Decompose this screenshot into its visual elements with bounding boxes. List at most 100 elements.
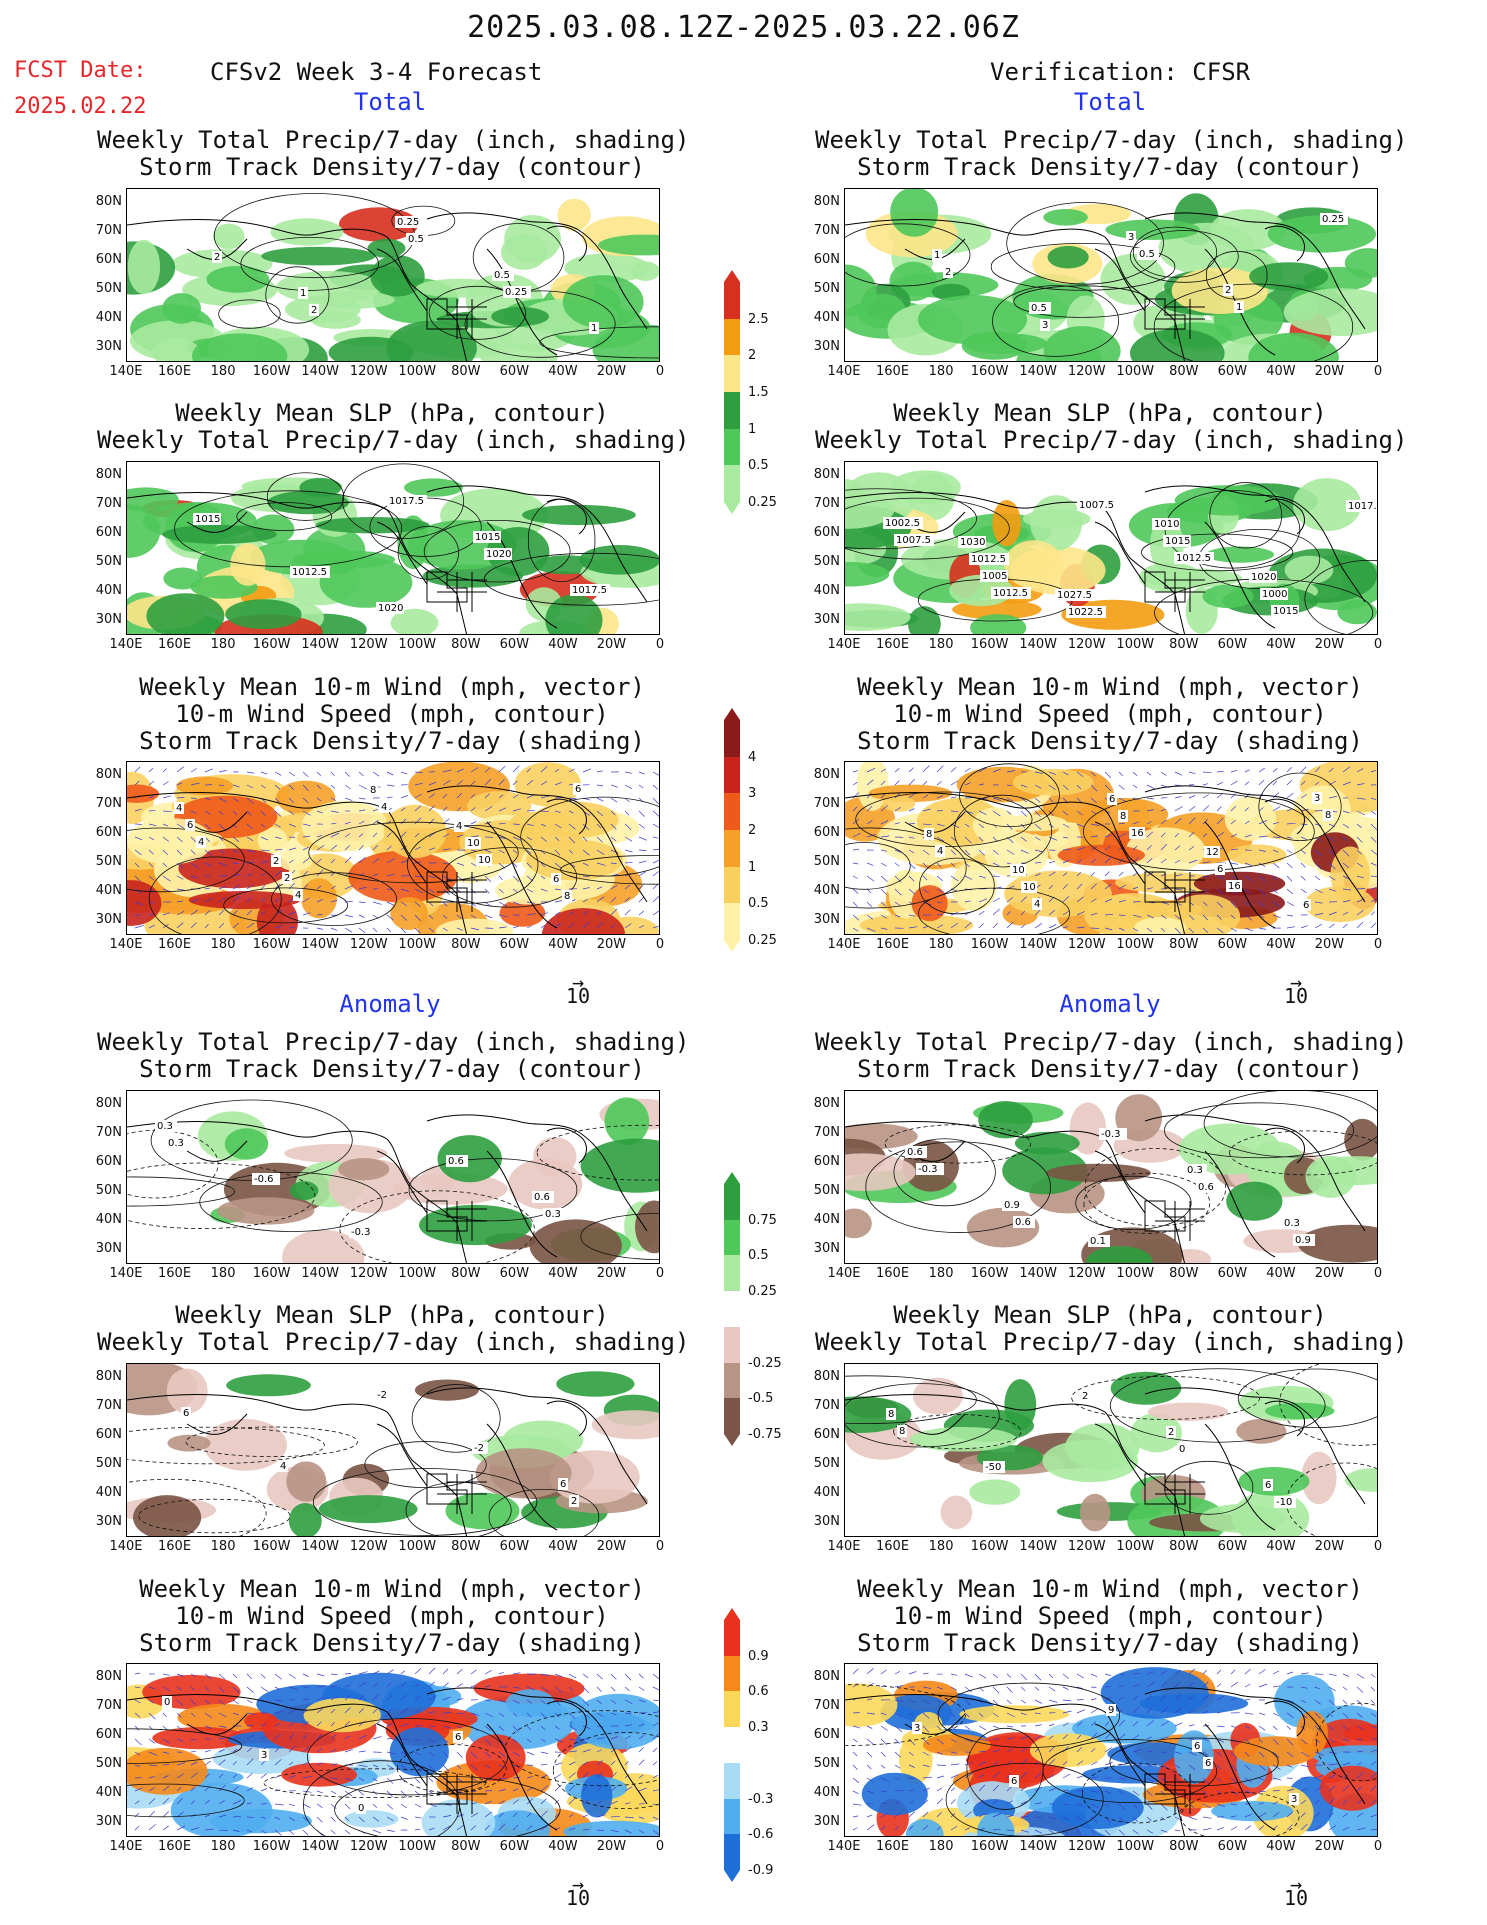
longitude-label: 40W [1266, 364, 1296, 379]
coastline [426, 1387, 648, 1505]
wind-vector [978, 1750, 986, 1753]
wind-vector [1160, 1764, 1169, 1769]
contour-line [845, 1383, 1000, 1448]
wind-vector [1132, 845, 1138, 851]
wind-vector [1104, 1790, 1112, 1794]
section-total-left: Total [353, 88, 427, 116]
wind-vector [1314, 1712, 1321, 1719]
wind-vector [512, 925, 519, 929]
contour-line [845, 827, 967, 909]
longitude-label: 180 [928, 1539, 954, 1554]
wind-vector [148, 1751, 158, 1756]
wind-vector [880, 1825, 886, 1831]
wind-vector [978, 1812, 986, 1818]
wind-vector [190, 797, 197, 799]
wind-vector [148, 901, 155, 904]
wind-vector [1328, 875, 1336, 881]
wind-vector [358, 886, 367, 890]
wind-vector [1146, 1816, 1152, 1822]
latitude-label: 80N [95, 194, 122, 209]
wind-vector [358, 927, 366, 934]
wind-vector [386, 845, 392, 851]
wind-vector [1160, 1736, 1169, 1740]
wind-vector [330, 797, 336, 801]
wind-vector [190, 849, 196, 855]
wind-vector [512, 1672, 521, 1675]
wind-vector [624, 896, 631, 903]
wind-vector [358, 833, 364, 838]
wind-vector [1272, 821, 1279, 825]
longitude-label: 40W [1266, 1266, 1296, 1281]
wind-vector [260, 1773, 267, 1779]
contour-label: -0.3 [1101, 1129, 1121, 1140]
wind-vector [162, 836, 169, 842]
wind-vector [1272, 901, 1281, 908]
vector-reference-b6: → 10 [1266, 1872, 1326, 1910]
wind-vector [554, 1673, 564, 1678]
coastline [1144, 1200, 1186, 1232]
contour-label-bg [290, 566, 330, 578]
wind-vector [148, 862, 154, 868]
contour-label-bg [174, 802, 184, 814]
wind-vector [414, 1816, 422, 1819]
contour-label: 0.3 [157, 1121, 173, 1132]
longitude-label: 160E [876, 637, 910, 652]
wind-vector [358, 1671, 368, 1675]
wind-vector [1328, 1699, 1336, 1707]
wind-vector [190, 922, 197, 929]
latitude-label: 50N [95, 1456, 122, 1471]
wind-vector [1328, 1774, 1336, 1779]
wind-vector [638, 1759, 645, 1766]
latitude-label: 30N [95, 339, 122, 354]
wind-vector [894, 862, 900, 867]
longitude-label: 0 [1373, 1539, 1383, 1554]
wind-vector [652, 1816, 659, 1821]
contour-label-bg [912, 1722, 922, 1734]
wind-vector [330, 1695, 338, 1701]
shading-blob [1337, 600, 1377, 625]
wind-vector [992, 1784, 999, 1792]
wind-vector [344, 1816, 350, 1822]
contour-label-bg [1174, 552, 1214, 564]
wind-vector [1174, 845, 1181, 851]
shading-blob [292, 550, 396, 569]
wind-vector [456, 1814, 465, 1818]
wind-vector [1006, 849, 1015, 855]
wind-vector [992, 849, 999, 855]
wind-vector [1356, 921, 1364, 929]
title-a4: Weekly Total Precip/7-day (inch, shading… [97, 1028, 690, 1083]
contour-label: 8 [370, 785, 376, 796]
wind-vector [218, 896, 226, 903]
colorbar-segment [724, 1834, 740, 1870]
wind-vector [484, 1800, 492, 1805]
wind-vector [1286, 767, 1292, 773]
wind-vector [936, 924, 944, 929]
wind-vector [1370, 1712, 1377, 1717]
wind-vector [880, 1712, 887, 1716]
wind-vector [512, 888, 518, 893]
latitude-label: 40N [95, 1212, 122, 1227]
wind-vector [176, 823, 185, 829]
wind-vector [330, 1722, 335, 1727]
wind-vector [1104, 856, 1112, 864]
wind-vector [1076, 1709, 1086, 1714]
contour-label-bg [897, 1425, 907, 1437]
wind-vector [1160, 832, 1166, 838]
wind-vector [176, 1738, 184, 1742]
coastline [1094, 1150, 1146, 1214]
shading-blob [127, 504, 161, 558]
wind-vector [866, 1814, 873, 1818]
wind-vector [1076, 1734, 1082, 1740]
wind-vector [936, 1812, 942, 1818]
colorbar-tick-label: 0.75 [748, 1212, 777, 1228]
contour-line [423, 520, 571, 583]
wind-vector [1062, 1673, 1069, 1679]
wind-vector [1314, 766, 1321, 773]
wind-vector [456, 1824, 465, 1831]
title-b6: Weekly Mean 10-m Wind (mph, vector) 10-m … [857, 1575, 1363, 1657]
wind-vector [1342, 1762, 1351, 1766]
wind-vector [442, 1751, 450, 1758]
wind-vector [866, 888, 872, 894]
wind-vector [1342, 1826, 1350, 1831]
